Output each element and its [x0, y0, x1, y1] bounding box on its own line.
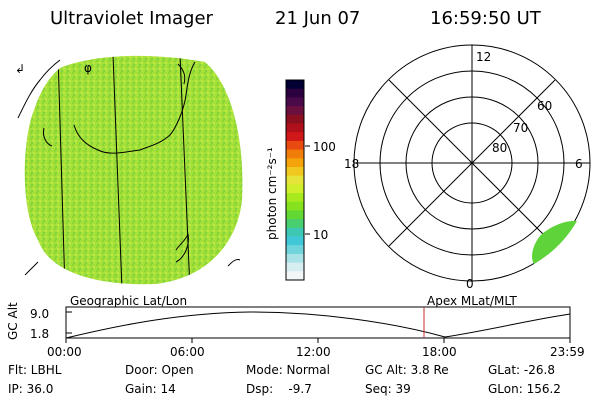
gain-info: Gain: 14	[125, 382, 176, 396]
colorbar-tick-100: 100	[313, 140, 336, 154]
colorbar-segment	[286, 158, 304, 168]
colorbar-segment	[286, 97, 304, 107]
mlt-label-0: 0	[466, 277, 474, 291]
colorbar-segment	[286, 149, 304, 159]
longitude-line	[57, 55, 66, 285]
earth-disk	[24, 55, 243, 285]
timeline-ytick-1_8: 1.8	[30, 327, 49, 341]
colorbar-tick-10: 10	[313, 228, 328, 242]
colorbar-segment	[286, 166, 304, 177]
colorbar-label: photon cm⁻²s⁻¹	[265, 147, 279, 240]
timeline-ytick-9: 9.0	[30, 307, 49, 321]
timeline-right-label: Apex MLat/MLT	[427, 294, 517, 308]
longitude-line	[112, 55, 123, 285]
glat-info: GLat: -26.8	[488, 363, 555, 377]
colorbar-segment	[286, 227, 304, 238]
app-title: Ultraviolet Imager	[50, 8, 213, 29]
colorbar-segment	[286, 201, 304, 212]
lat-label-80: 80	[492, 141, 507, 155]
colorbar	[285, 79, 305, 281]
colorbar-segment	[286, 236, 304, 246]
mlt-label-6: 6	[575, 157, 583, 171]
timeline-xtick-2359: 23:59	[550, 345, 585, 359]
mlt-label-12: 12	[476, 50, 491, 64]
timeline-ylabel: GC Alt	[6, 302, 20, 340]
aurora-patch	[532, 220, 577, 264]
timeline-xtick-1200: 12:00	[296, 345, 331, 359]
colorbar-segment	[286, 210, 304, 220]
polar-grid	[353, 44, 591, 282]
colorbar-segment	[286, 106, 304, 116]
gcalt-info: GC Alt: 3.8 Re	[365, 363, 449, 377]
colorbar-segment	[286, 271, 304, 281]
mode-info: Mode: Normal	[246, 363, 330, 377]
colorbar-segment	[286, 140, 304, 151]
coastline	[17, 59, 241, 276]
timeline-left-label: Geographic Lat/Lon	[70, 294, 187, 308]
colorbar-segment	[286, 114, 304, 125]
flt-info: Flt: LBHL	[8, 363, 62, 377]
colorbar-segment	[286, 80, 304, 90]
colorbar-segment	[286, 245, 304, 255]
colorbar-segment	[286, 193, 304, 203]
colorbar-segment	[286, 132, 304, 142]
colorbar-segment	[286, 184, 304, 194]
colorbar-segment	[286, 88, 304, 98]
dsp-info: Dsp: -9.7	[246, 382, 312, 396]
date-label: 21 Jun 07	[275, 8, 361, 29]
glon-info: GLon: 156.2	[488, 382, 561, 396]
colorbar-segment	[286, 123, 304, 133]
colorbar-segment	[286, 175, 304, 185]
door-info: Door: Open	[125, 363, 194, 377]
timeline-xtick-1800: 18:00	[422, 345, 457, 359]
seq-info: Seq: 39	[365, 382, 411, 396]
uv-image: ↲ φ	[15, 55, 243, 285]
time-label: 16:59:50 UT	[430, 8, 541, 29]
longitude-line	[179, 55, 191, 285]
ip-info: IP: 36.0	[8, 382, 54, 396]
colorbar-segment	[286, 262, 304, 272]
mlt-label-18: 18	[344, 157, 359, 171]
timeline-xtick-0000: 00:00	[47, 345, 82, 359]
coast-glyph: ↲	[15, 62, 25, 76]
lat-label-70: 70	[513, 121, 528, 135]
coast-glyph: φ	[84, 61, 92, 75]
colorbar-segment	[286, 219, 304, 229]
colorbar-border	[285, 79, 305, 281]
altitude-curve	[65, 311, 571, 339]
timeline-xtick-0600: 06:00	[170, 345, 205, 359]
lat-label-60: 60	[537, 99, 552, 113]
colorbar-segment	[286, 253, 304, 264]
